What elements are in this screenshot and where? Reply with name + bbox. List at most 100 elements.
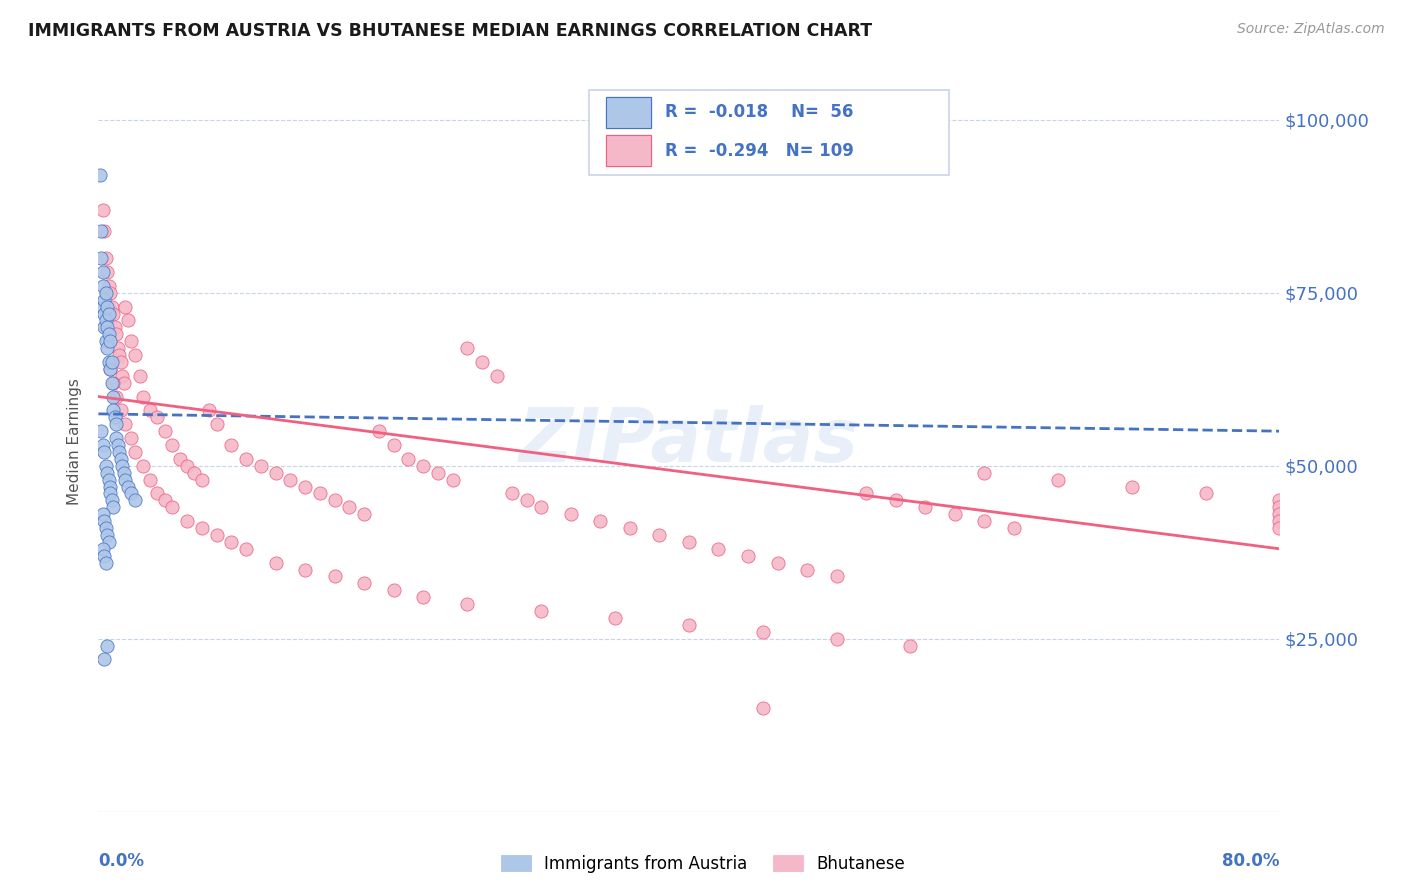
Point <box>530 604 553 618</box>
Point <box>153 493 176 508</box>
Point <box>235 451 257 466</box>
Point <box>264 556 287 570</box>
Point <box>457 341 479 355</box>
Point <box>501 486 523 500</box>
Point <box>900 639 922 653</box>
Point <box>100 493 122 508</box>
Point <box>103 306 125 320</box>
Point <box>183 466 205 480</box>
Bar <box>606 135 651 166</box>
Point <box>94 334 117 349</box>
Point <box>111 458 134 473</box>
Point <box>943 507 966 521</box>
Text: 0.0%: 0.0% <box>98 853 145 871</box>
Point <box>110 451 132 466</box>
Point <box>146 410 169 425</box>
Legend: Immigrants from Austria, Bhutanese: Immigrants from Austria, Bhutanese <box>495 848 911 880</box>
Point <box>120 334 142 349</box>
Point <box>619 521 641 535</box>
Point <box>94 313 117 327</box>
Point <box>398 451 420 466</box>
Point <box>112 376 135 390</box>
Point <box>280 473 302 487</box>
Point <box>191 473 214 487</box>
Point <box>441 473 464 487</box>
Point <box>191 521 214 535</box>
Point <box>93 652 115 666</box>
Point <box>353 576 375 591</box>
Point <box>98 285 121 300</box>
Point <box>90 223 112 237</box>
Point <box>110 355 132 369</box>
Point <box>1195 486 1218 500</box>
Point <box>97 355 120 369</box>
Point <box>90 251 112 265</box>
Point <box>117 313 139 327</box>
Point <box>825 569 848 583</box>
Point <box>110 403 132 417</box>
Point <box>162 500 183 515</box>
Point <box>93 306 115 320</box>
Point <box>97 278 120 293</box>
Point <box>132 390 155 404</box>
Y-axis label: Median Earnings: Median Earnings <box>67 378 83 505</box>
Point <box>103 390 125 404</box>
Point <box>93 320 115 334</box>
Point <box>678 534 700 549</box>
Point <box>98 362 121 376</box>
Point <box>1268 514 1291 528</box>
Point <box>93 223 115 237</box>
Point <box>323 569 346 583</box>
Point <box>120 486 142 500</box>
Point <box>353 507 375 521</box>
Point <box>117 479 139 493</box>
Point <box>91 300 114 314</box>
Point <box>457 597 479 611</box>
Point <box>94 458 117 473</box>
Text: R =  -0.018    N=  56: R = -0.018 N= 56 <box>665 103 853 121</box>
Point <box>97 306 120 320</box>
Point <box>309 486 332 500</box>
Point <box>368 424 391 438</box>
Point <box>124 445 146 459</box>
Point <box>427 466 450 480</box>
Point <box>1268 507 1291 521</box>
Point <box>339 500 361 515</box>
Point <box>105 431 128 445</box>
Point <box>1002 521 1025 535</box>
Point <box>382 583 405 598</box>
Point <box>96 300 118 314</box>
Point <box>412 591 434 605</box>
Point <box>97 327 120 342</box>
Point <box>221 438 243 452</box>
Text: ZIPatlas: ZIPatlas <box>519 405 859 478</box>
Point <box>323 493 346 508</box>
Point <box>648 528 671 542</box>
Point <box>91 278 114 293</box>
Point <box>766 556 789 570</box>
Point <box>1268 521 1291 535</box>
Point <box>235 541 257 556</box>
Point <box>1046 473 1070 487</box>
Point <box>90 424 112 438</box>
Point <box>530 500 553 515</box>
Point <box>250 458 273 473</box>
Point <box>114 473 136 487</box>
Point <box>132 458 155 473</box>
Point <box>139 473 162 487</box>
Point <box>914 500 936 515</box>
Point <box>96 466 118 480</box>
Point <box>1268 493 1291 508</box>
Point <box>1121 479 1143 493</box>
Point <box>205 528 228 542</box>
Text: R =  -0.294   N= 109: R = -0.294 N= 109 <box>665 142 855 160</box>
Point <box>93 549 115 563</box>
Point <box>221 534 243 549</box>
Point <box>96 320 118 334</box>
Point <box>94 285 117 300</box>
Point <box>153 424 176 438</box>
Text: IMMIGRANTS FROM AUSTRIA VS BHUTANESE MEDIAN EARNINGS CORRELATION CHART: IMMIGRANTS FROM AUSTRIA VS BHUTANESE MED… <box>28 22 872 40</box>
Point <box>486 368 509 383</box>
Bar <box>606 96 651 128</box>
Point <box>98 362 121 376</box>
